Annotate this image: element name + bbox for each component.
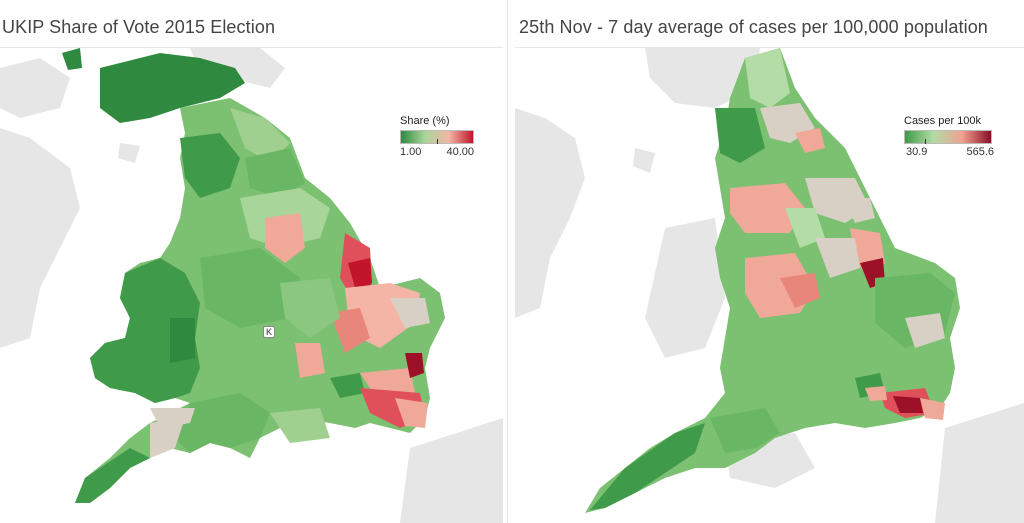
- map-panel-cases: 25th Nov - 7 day average of cases per 10…: [515, 0, 1024, 523]
- region-bristol-channel: [150, 408, 195, 428]
- region-somerset[interactable]: [175, 393, 270, 453]
- wales-landmass: [645, 218, 725, 358]
- region-london[interactable]: [330, 373, 365, 398]
- legend-share: Share (%) 1.00 40.00: [400, 115, 474, 158]
- region-devon[interactable]: [710, 408, 780, 453]
- region-thanet[interactable]: [920, 398, 945, 420]
- region-wales[interactable]: [90, 258, 200, 403]
- ireland-landmass: [515, 108, 585, 318]
- region-clacton[interactable]: [405, 353, 424, 378]
- legend-title: Share (%): [400, 115, 450, 127]
- region-wales-mid[interactable]: [170, 318, 195, 363]
- legend-tick: [437, 139, 438, 144]
- region-hull[interactable]: [845, 198, 875, 223]
- region-east-midlands[interactable]: [280, 278, 340, 338]
- map-canvas[interactable]: [0, 48, 503, 523]
- region-suffolk-neutral[interactable]: [905, 313, 945, 348]
- region-cornwall[interactable]: [590, 423, 705, 510]
- map-panel-ukip: UKIP Share of Vote 2015 Election: [0, 0, 503, 523]
- legend-labels: 1.00 40.00: [400, 146, 474, 158]
- region-midlands[interactable]: [200, 248, 300, 328]
- ireland-landmass: [0, 128, 80, 348]
- france-landmass: [400, 418, 503, 523]
- legend-color-bar: [400, 130, 474, 144]
- region-cornwall[interactable]: [75, 448, 150, 503]
- region-fens[interactable]: [330, 308, 370, 353]
- france-landmass: [935, 403, 1024, 523]
- isle-of-man: [633, 148, 655, 173]
- region-northumberland[interactable]: [230, 108, 290, 163]
- region-nottingham[interactable]: [815, 238, 860, 278]
- legend-max-label: 565.6: [966, 146, 994, 158]
- map-marker[interactable]: K: [263, 326, 276, 338]
- region-cumbria[interactable]: [715, 108, 765, 163]
- map-title: 25th Nov - 7 day average of cases per 10…: [519, 17, 988, 37]
- region-hampshire[interactable]: [270, 408, 330, 443]
- map-title: UKIP Share of Vote 2015 Election: [2, 17, 276, 37]
- scotland-landmass: [190, 48, 285, 88]
- region-thanet[interactable]: [395, 398, 428, 428]
- legend-title: Cases per 100k: [904, 115, 982, 127]
- region-peterborough[interactable]: [295, 343, 325, 378]
- region-swale[interactable]: [893, 396, 923, 413]
- panel-divider: [507, 0, 508, 523]
- scotland-landmass: [645, 48, 760, 108]
- legend-cases: Cases per 100k 30.9 565.6: [904, 115, 994, 158]
- legend-min-label: 1.00: [400, 146, 422, 158]
- legend-color-bar: [904, 130, 992, 144]
- region-northumberland[interactable]: [745, 48, 790, 108]
- legend-labels: 30.9 565.6: [904, 146, 994, 158]
- map-canvas[interactable]: [515, 48, 1024, 523]
- legend-tick: [925, 139, 926, 144]
- title-rule: [0, 47, 503, 48]
- england-wales-map[interactable]: [0, 48, 503, 523]
- region-durham[interactable]: [245, 148, 305, 198]
- region-devon-neutral[interactable]: [150, 418, 185, 458]
- ireland-landmass: [0, 58, 70, 118]
- region-neutral[interactable]: [390, 298, 430, 328]
- region-thurrock[interactable]: [865, 386, 887, 401]
- legend-min-label: 30.9: [906, 146, 928, 158]
- region-stoke[interactable]: [780, 273, 820, 308]
- region-teesside[interactable]: [795, 128, 825, 153]
- region-south-scotland[interactable]: [100, 53, 245, 123]
- region-south-yorkshire[interactable]: [265, 213, 305, 263]
- title-rule: [515, 47, 1024, 48]
- region-lancashire[interactable]: [730, 183, 805, 233]
- legend-max-label: 40.00: [446, 146, 474, 158]
- england-wales-map[interactable]: [515, 48, 1024, 523]
- isle-of-man: [118, 143, 140, 163]
- region-islands[interactable]: [62, 48, 82, 70]
- region-cumbria[interactable]: [180, 133, 240, 198]
